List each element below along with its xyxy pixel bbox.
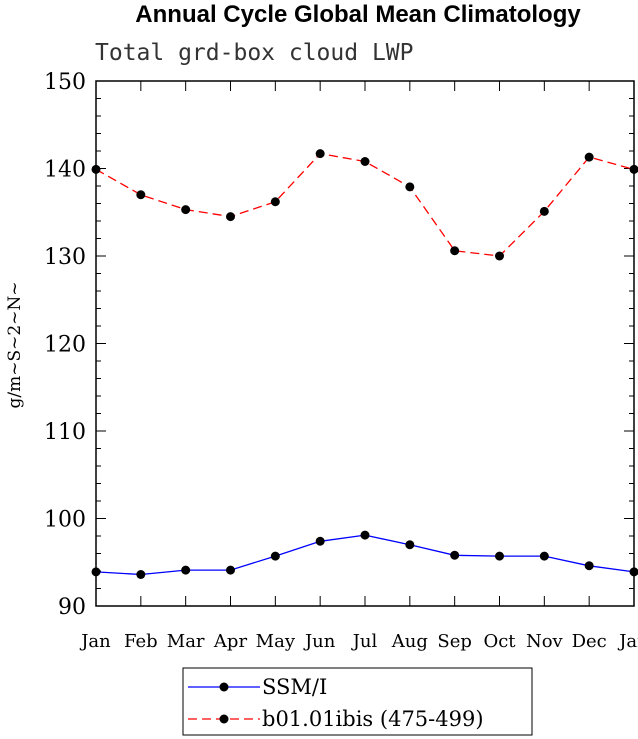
plot-frame	[95, 80, 635, 607]
x-tick-label: Aug	[391, 631, 428, 652]
data-point-0	[181, 565, 191, 575]
y-axis-ticks: 90 100 110 120 130 140 150	[44, 70, 634, 620]
legend-entry-model: b01.01ibis (475-499)	[188, 707, 484, 731]
data-point-1	[136, 190, 146, 200]
data-point-1	[584, 152, 594, 162]
y-tick-label: 150	[44, 70, 86, 95]
data-point-1	[539, 206, 549, 216]
data-point-0	[495, 551, 504, 561]
x-tick-label: Feb	[124, 631, 158, 652]
legend-label-model: b01.01ibis (475-499)	[262, 707, 484, 731]
x-tick-label: Dec	[572, 631, 607, 652]
x-tick-label: Jun	[303, 631, 336, 652]
data-point-0	[360, 530, 370, 540]
chart-title: Annual Cycle Global Mean Climatology	[135, 1, 581, 28]
legend-marker-model	[219, 714, 229, 724]
y-tick-label: 90	[58, 595, 86, 620]
x-tick-label: Jan	[79, 631, 111, 652]
data-point-0	[270, 551, 280, 561]
x-tick-label: Jan	[617, 631, 638, 652]
data-point-0	[226, 565, 235, 575]
y-tick-label: 130	[44, 245, 86, 270]
data-point-0	[539, 551, 549, 561]
legend-marker-ssmi	[219, 682, 229, 692]
data-point-1	[226, 212, 235, 222]
series-layer	[91, 149, 638, 579]
data-point-0	[584, 561, 594, 571]
legend-label-ssmi: SSM/I	[262, 675, 327, 699]
series-line-1	[95, 152, 635, 257]
x-tick-label: Jul	[351, 631, 378, 652]
data-point-1	[270, 197, 280, 207]
y-axis-label: g/m~S~2~N~	[5, 281, 25, 408]
y-tick-label: 110	[44, 420, 86, 445]
legend: SSM/I b01.01ibis (475-499)	[182, 667, 533, 736]
data-point-1	[495, 251, 504, 261]
data-point-1	[405, 182, 415, 192]
x-tick-label: Nov	[526, 631, 564, 652]
data-point-0	[450, 550, 460, 560]
series-line-0	[95, 534, 635, 576]
data-point-1	[450, 246, 460, 256]
y-tick-label: 140	[44, 158, 86, 183]
x-tick-label: Oct	[483, 631, 516, 652]
y-tick-label: 120	[44, 333, 86, 358]
x-tick-label: Sep	[437, 631, 472, 652]
data-point-0	[315, 536, 325, 546]
data-point-1	[360, 157, 370, 166]
x-tick-label: Apr	[213, 631, 248, 652]
chart-subtitle: Total grd-box cloud LWP	[95, 40, 414, 66]
x-axis-ticks: Jan Feb Mar Apr May Jun Jul Aug Sep Oct Nov Dec Jan	[79, 81, 638, 652]
legend-entry-ssmi: SSM/I	[188, 675, 327, 699]
x-tick-label: Mar	[167, 631, 205, 652]
x-tick-label: May	[256, 631, 296, 652]
data-point-0	[405, 540, 415, 550]
y-tick-label: 100	[44, 508, 86, 533]
data-point-0	[136, 570, 146, 579]
data-point-1	[315, 149, 325, 159]
data-point-1	[181, 205, 191, 215]
legend-box	[182, 667, 533, 736]
